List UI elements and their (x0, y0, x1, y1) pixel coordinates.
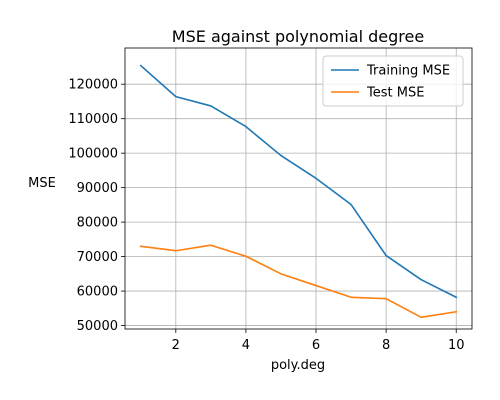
x-tick-label: 2 (172, 338, 180, 353)
x-tick-label: 10 (448, 338, 465, 353)
plot-frame (124, 47, 473, 330)
y-tick-label: 120000 (68, 78, 118, 93)
test-mse-legend-label: Test MSE (366, 86, 424, 101)
x-axis-label: poly.deg (271, 358, 325, 373)
training-mse-legend-label: Training MSE (366, 64, 450, 79)
ticks: 2 4 6 8 10 50000 60000 70000 80000 90000 100000 110… (68, 78, 464, 353)
y-tick-label: 100000 (68, 147, 118, 162)
y-tick-label: 110000 (68, 112, 118, 127)
legend: Training MSE Test MSE (322, 55, 464, 107)
y-axis-label: MSE (28, 176, 56, 191)
test-mse-line (139, 244, 458, 319)
chart-title: MSE against polynomial degree (172, 27, 424, 46)
y-tick-label: 50000 (77, 319, 118, 334)
y-tick-label: 70000 (77, 250, 118, 265)
x-tick-label: 8 (382, 338, 390, 353)
series-layer (139, 64, 458, 319)
training-mse-line (139, 64, 458, 299)
legend-box (322, 55, 464, 107)
y-tick-label: 80000 (77, 216, 118, 231)
y-tick-label: 60000 (77, 285, 118, 300)
x-tick-label: 6 (312, 338, 320, 353)
x-tick-label: 4 (242, 338, 250, 353)
y-tick-label: 90000 (77, 181, 118, 196)
